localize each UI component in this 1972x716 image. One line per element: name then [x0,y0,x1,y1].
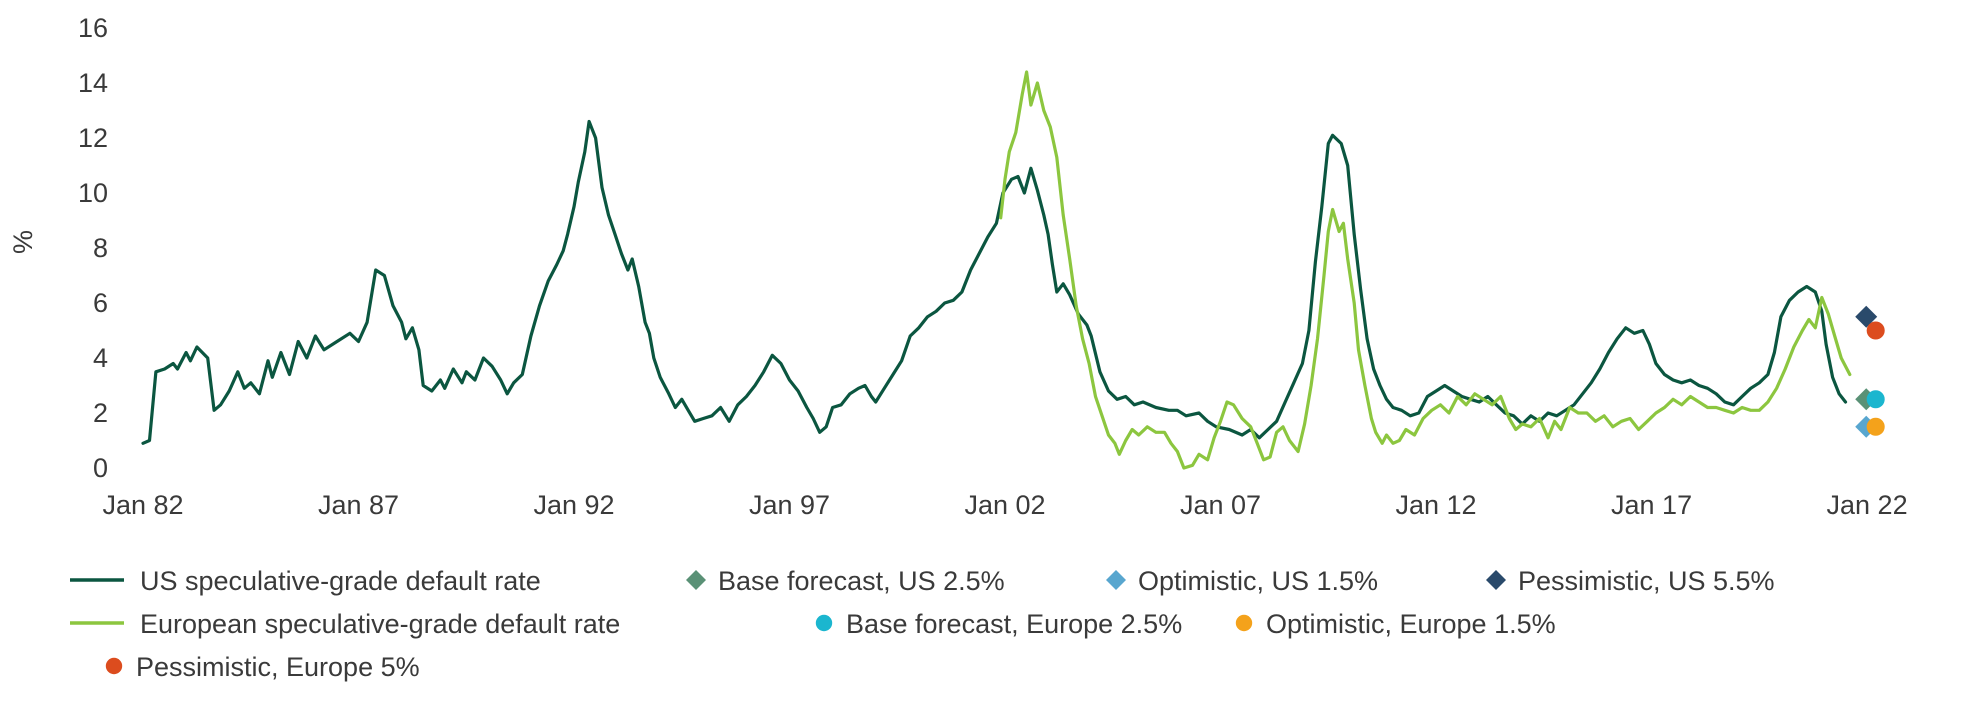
x-tick-label: Jan 22 [1827,490,1908,520]
legend-label: Base forecast, US 2.5% [718,566,1005,596]
x-tick-label: Jan 92 [533,490,614,520]
y-axis-label: % [8,230,38,254]
legend-label: European speculative-grade default rate [140,609,620,639]
x-tick-label: Jan 87 [318,490,399,520]
x-axis: Jan 82 Jan 87 Jan 92 Jan 97 Jan 02 Jan 07 Jan … [102,490,1907,520]
x-tick-label: Jan 07 [1180,490,1261,520]
x-tick-label: Jan 12 [1396,490,1477,520]
y-tick-label: 14 [78,68,108,98]
legend-circle-swatch [815,614,833,632]
legend-diamond-swatch [1106,570,1126,590]
legend-label: Optimistic, Europe 1.5% [1266,609,1556,639]
forecast-circle-marker [1866,390,1885,409]
y-tick-label: 16 [78,13,108,43]
legend-label: Pessimistic, US 5.5% [1518,566,1775,596]
y-tick-label: 2 [93,398,108,428]
legend-label: Optimistic, US 1.5% [1138,566,1378,596]
legend-label: Base forecast, Europe 2.5% [846,609,1182,639]
legend-circle-swatch [1235,614,1253,632]
y-tick-label: 4 [93,343,108,373]
y-tick-label: 10 [78,178,108,208]
y-tick-label: 8 [93,233,108,263]
series-layer [141,70,1852,470]
legend-item: Pessimistic, Europe 5% [105,652,420,682]
legend-circle-swatch [105,657,123,675]
x-tick-label: Jan 17 [1611,490,1692,520]
legend-item: Pessimistic, US 5.5% [1486,566,1775,596]
y-tick-label: 12 [78,123,108,153]
legend: US speculative-grade default rate Base fo… [70,566,1775,682]
legend-label: Pessimistic, Europe 5% [136,652,420,682]
y-tick-label: 6 [93,288,108,318]
forecast-layer [1855,305,1885,438]
x-tick-label: Jan 82 [102,490,183,520]
y-tick-label: 0 [93,453,108,483]
legend-diamond-swatch [686,570,706,590]
legend-item: Base forecast, Europe 2.5% [815,609,1182,639]
legend-label: US speculative-grade default rate [140,566,541,596]
legend-item: Optimistic, Europe 1.5% [1235,609,1556,639]
forecast-circle-marker [1866,321,1885,340]
legend-item: US speculative-grade default rate [70,566,541,596]
y-axis: 0 2 4 6 8 10 12 14 16 [78,13,108,483]
legend-item: Base forecast, US 2.5% [686,566,1005,596]
forecast-circle-marker [1866,417,1885,436]
x-tick-label: Jan 97 [749,490,830,520]
x-tick-label: Jan 02 [964,490,1045,520]
legend-item: Optimistic, US 1.5% [1106,566,1378,596]
us-default-rate-line [141,119,1848,445]
forecast-diamond-marker [1855,305,1878,328]
europe-default-rate-line [999,70,1852,470]
legend-item: European speculative-grade default rate [70,609,620,639]
legend-diamond-swatch [1486,570,1506,590]
